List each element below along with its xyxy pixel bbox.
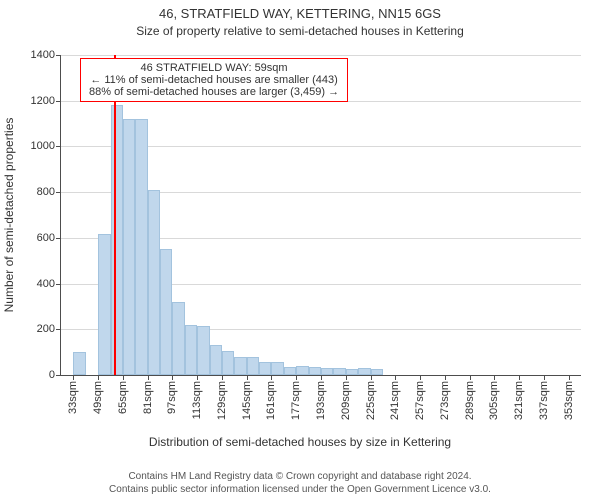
ytick-label: 1200 — [31, 95, 61, 107]
xtick-mark — [172, 375, 173, 380]
y-axis-label: Number of semi-detached properties — [2, 118, 16, 313]
x-axis-label: Distribution of semi-detached houses by … — [0, 435, 600, 449]
histogram-bar — [358, 368, 370, 375]
xtick-label: 241sqm — [389, 381, 401, 420]
histogram-bar — [111, 105, 123, 375]
xtick-mark — [247, 375, 248, 380]
xtick-label: 113sqm — [191, 381, 203, 419]
xtick-label: 209sqm — [340, 381, 352, 420]
histogram-bar — [210, 345, 222, 375]
histogram-bar — [98, 234, 110, 375]
xtick-label: 353sqm — [563, 381, 575, 420]
gridline — [61, 55, 581, 56]
histogram-bar — [259, 362, 271, 375]
plot-area: 020040060080010001200140033sqm49sqm65sqm… — [60, 55, 581, 376]
histogram-bar — [197, 326, 209, 375]
histogram-bar — [135, 119, 147, 375]
ytick-label: 800 — [37, 186, 61, 198]
histogram-bar — [222, 351, 234, 375]
xtick-mark — [148, 375, 149, 380]
info-box-line-2: 88% of semi-detached houses are larger (… — [89, 86, 339, 98]
xtick-mark — [519, 375, 520, 380]
histogram-bar — [271, 362, 283, 375]
histogram-bar — [148, 190, 160, 375]
histogram-bar — [333, 368, 345, 375]
xtick-label: 273sqm — [439, 381, 451, 420]
histogram-bar — [185, 325, 197, 375]
info-box-line-1: ← 11% of semi-detached houses are smalle… — [89, 74, 339, 86]
xtick-label: 129sqm — [216, 381, 228, 420]
histogram-bar — [247, 357, 259, 375]
xtick-label: 321sqm — [513, 381, 525, 420]
xtick-label: 65sqm — [117, 381, 129, 414]
xtick-label: 289sqm — [464, 381, 476, 420]
xtick-label: 177sqm — [290, 381, 302, 420]
footer-line-1: Contains public sector information licen… — [0, 484, 600, 497]
xtick-label: 33sqm — [67, 381, 79, 414]
ytick-label: 200 — [37, 323, 61, 335]
xtick-mark — [123, 375, 124, 380]
xtick-mark — [296, 375, 297, 380]
xtick-mark — [222, 375, 223, 380]
xtick-mark — [470, 375, 471, 380]
xtick-mark — [73, 375, 74, 380]
xtick-mark — [494, 375, 495, 380]
xtick-label: 49sqm — [92, 381, 104, 414]
histogram-bar — [321, 368, 333, 375]
ytick-label: 1000 — [31, 140, 61, 152]
xtick-mark — [197, 375, 198, 380]
xtick-mark — [98, 375, 99, 380]
chart-title-main: 46, STRATFIELD WAY, KETTERING, NN15 6GS — [0, 6, 600, 21]
ytick-label: 0 — [49, 369, 61, 381]
xtick-mark — [445, 375, 446, 380]
xtick-label: 337sqm — [538, 381, 550, 420]
ytick-label: 600 — [37, 232, 61, 244]
xtick-label: 161sqm — [265, 381, 277, 420]
xtick-mark — [346, 375, 347, 380]
ytick-label: 1400 — [31, 49, 61, 61]
histogram-bar — [160, 249, 172, 375]
histogram-bar — [123, 119, 135, 375]
histogram-bar — [172, 302, 184, 375]
xtick-mark — [321, 375, 322, 380]
histogram-bar — [371, 369, 383, 375]
property-marker-line — [114, 55, 116, 375]
xtick-mark — [569, 375, 570, 380]
info-box-line-0: 46 STRATFIELD WAY: 59sqm — [89, 62, 339, 74]
histogram-bar — [73, 352, 85, 375]
histogram-bar — [309, 367, 321, 375]
ytick-label: 400 — [37, 278, 61, 290]
histogram-bar — [296, 366, 308, 375]
xtick-label: 97sqm — [166, 381, 178, 414]
histogram-bar — [346, 369, 358, 375]
footer-line-0: Contains HM Land Registry data © Crown c… — [0, 471, 600, 484]
xtick-label: 257sqm — [414, 381, 426, 420]
xtick-mark — [395, 375, 396, 380]
histogram-bar — [234, 357, 246, 375]
xtick-mark — [544, 375, 545, 380]
histogram-bar — [284, 367, 296, 375]
xtick-label: 145sqm — [241, 381, 253, 420]
chart-title-sub: Size of property relative to semi-detach… — [0, 24, 600, 38]
xtick-label: 225sqm — [365, 381, 377, 420]
xtick-label: 193sqm — [315, 381, 327, 420]
xtick-mark — [271, 375, 272, 380]
xtick-label: 305sqm — [488, 381, 500, 420]
xtick-mark — [420, 375, 421, 380]
info-box: 46 STRATFIELD WAY: 59sqm← 11% of semi-de… — [80, 58, 348, 102]
footer: Contains HM Land Registry data © Crown c… — [0, 471, 600, 496]
xtick-label: 81sqm — [142, 381, 154, 414]
chart-container: { "titles": { "main": "46, STRATFIELD WA… — [0, 0, 600, 500]
xtick-mark — [371, 375, 372, 380]
